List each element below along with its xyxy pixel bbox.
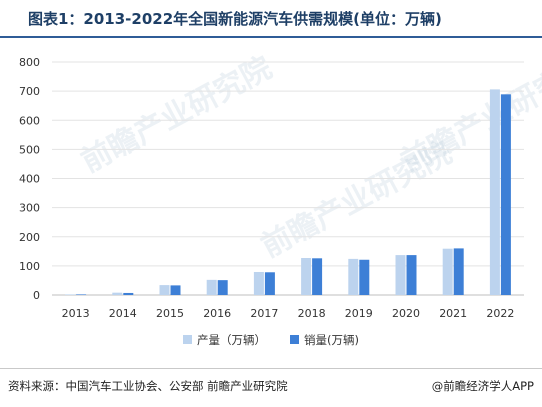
bar-production <box>65 294 76 295</box>
x-tick-label: 2020 <box>392 307 420 320</box>
bar-sales <box>170 285 181 295</box>
bar-production <box>348 258 359 295</box>
bar-sales <box>406 255 417 295</box>
y-tick-label: 200 <box>19 231 40 244</box>
bar-sales <box>76 294 87 295</box>
legend-production-swatch <box>183 335 192 344</box>
title-divider <box>0 36 542 38</box>
bar-sales <box>312 258 323 295</box>
x-tick-label: 2021 <box>439 307 467 320</box>
x-tick-label: 2013 <box>62 307 90 320</box>
x-tick-label: 2019 <box>345 307 373 320</box>
bar-chart: 0 100 200 300 400 500 600 700 800 2013 2014 2015 201… <box>19 56 524 347</box>
x-tick-label: 2014 <box>109 307 137 320</box>
y-tick-label: 400 <box>19 173 40 186</box>
x-tick-label: 2018 <box>298 307 326 320</box>
x-tick-label: 2016 <box>203 307 231 320</box>
legend-sales-label: 销量(万辆) <box>304 333 359 347</box>
y-tick-label: 300 <box>19 202 40 215</box>
x-tick-label: 2017 <box>250 307 278 320</box>
bar-production <box>301 258 312 295</box>
chart-title: 图表1：2013-2022年全国新能源汽车供需规模(单位：万辆) <box>28 10 442 28</box>
bar-sales <box>500 94 511 295</box>
bar-production <box>253 271 264 295</box>
y-tick-label: 600 <box>19 114 40 127</box>
y-tick-label: 800 <box>19 56 40 69</box>
source-note: 资料来源：中国汽车工业协会、公安部 前瞻产业研究院 <box>8 379 288 393</box>
x-tick-label: 2022 <box>486 307 514 320</box>
bar-production <box>395 255 406 295</box>
bar-production <box>112 292 123 295</box>
footer-divider <box>0 368 542 369</box>
y-tick-label: 700 <box>19 85 40 98</box>
bar-sales <box>264 272 275 295</box>
bar-sales <box>359 259 370 295</box>
legend-production-label: 产量（万辆） <box>197 333 266 347</box>
y-tick-label: 0 <box>33 289 40 302</box>
bar-sales <box>453 248 464 295</box>
brand-credit: @前瞻经济学人APP <box>431 379 534 393</box>
bar-production <box>442 248 453 295</box>
bar-sales <box>123 292 134 295</box>
x-tick-label: 2015 <box>156 307 184 320</box>
bar-production <box>159 285 170 295</box>
legend-sales-swatch <box>290 335 299 344</box>
bar-production <box>489 89 500 295</box>
bar-sales <box>217 280 228 295</box>
bar-production <box>206 279 217 295</box>
y-tick-label: 100 <box>19 260 40 273</box>
y-tick-label: 500 <box>19 143 40 156</box>
